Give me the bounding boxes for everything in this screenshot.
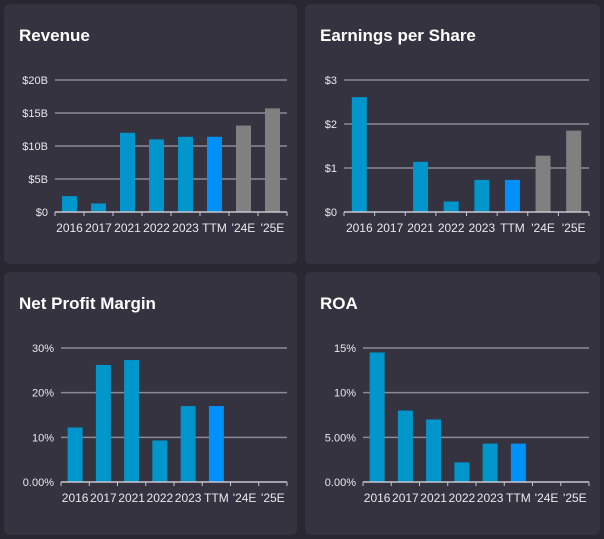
y-tick-label: 20% — [32, 388, 54, 400]
revenue-chart: $0 $5B $10B $15B $20B 2016 2017 2021 2022 2023 TTM… — [22, 75, 288, 235]
bar-2021 — [413, 161, 429, 212]
x-tick-label: 2023 — [468, 221, 495, 235]
x-tick-label: TTM — [500, 221, 525, 235]
x-tick-label: '25E — [562, 221, 586, 235]
x-tick-label: 2022 — [143, 221, 170, 235]
y-tick-label: $10B — [22, 141, 48, 153]
y-tick-label: 10% — [32, 432, 54, 444]
bar-TTM — [208, 406, 224, 482]
x-tick-label: 2016 — [346, 221, 373, 235]
bar-2016 — [62, 196, 77, 212]
bar-24E — [535, 155, 551, 212]
y-tick-label: 0.00% — [23, 477, 54, 489]
x-tick-label: 2023 — [477, 491, 504, 505]
chart-title: Net Profit Margin — [19, 294, 156, 313]
bar-2021 — [120, 132, 135, 212]
bar-2016 — [351, 97, 367, 212]
y-tick-label: $0 — [325, 207, 337, 219]
bar-2017 — [91, 203, 106, 212]
bar-2016 — [369, 352, 385, 482]
eps-card: Earnings per Share $0 $1 $2 $3 2016 2017 2021 2… — [305, 4, 600, 264]
y-tick-label: 10% — [334, 388, 356, 400]
chart-title: ROA — [320, 294, 358, 313]
y-tick-label: $15B — [22, 108, 48, 120]
y-tick-label: 30% — [32, 343, 54, 355]
bar-2016 — [67, 427, 83, 482]
bar-2017 — [397, 410, 413, 482]
revenue-card: Revenue $0 $5B $10B $15B $20B 2016 2017 2021 202… — [4, 4, 297, 264]
x-tick-label: 2021 — [114, 221, 141, 235]
x-tick-label: '25E — [563, 491, 587, 505]
bar-2022 — [443, 201, 459, 212]
bar-2022 — [454, 462, 470, 482]
bar-24E — [236, 125, 251, 212]
x-tick-label: TTM — [202, 221, 227, 235]
bar-25E — [265, 108, 280, 212]
x-tick-label: '25E — [261, 221, 285, 235]
bar-2023 — [180, 406, 196, 482]
x-tick-label: TTM — [506, 491, 531, 505]
x-tick-label: 2016 — [364, 491, 391, 505]
eps-chart: $0 $1 $2 $3 2016 2017 2021 2022 2023 TTM '24E '25E — [325, 75, 590, 235]
x-tick-label: TTM — [204, 491, 229, 505]
x-tick-label: 2021 — [407, 221, 434, 235]
bar-2017 — [95, 364, 111, 482]
bar-2023 — [178, 136, 193, 212]
y-tick-label: $5B — [28, 174, 48, 186]
bar-2021 — [124, 360, 140, 482]
bar-2022 — [149, 139, 164, 212]
x-tick-label: '24E — [233, 491, 257, 505]
x-tick-label: 2017 — [85, 221, 112, 235]
y-tick-label: $2 — [325, 119, 337, 131]
x-tick-label: 2021 — [420, 491, 447, 505]
bar-25E — [566, 130, 582, 212]
roa-chart: 0.00% 5.00% 10% 15% 2016 2017 2021 2022 2023 TTM '… — [325, 343, 590, 505]
x-tick-label: 2022 — [449, 491, 476, 505]
x-tick-label: 2023 — [175, 491, 202, 505]
y-tick-label: $1 — [325, 163, 337, 175]
bar-TTM — [504, 179, 520, 212]
y-tick-label: 5.00% — [325, 432, 356, 444]
bar-TTM — [207, 136, 222, 212]
x-tick-label: 2017 — [90, 491, 117, 505]
x-tick-label: 2016 — [56, 221, 83, 235]
bar-2023 — [474, 179, 490, 212]
bar-2023 — [482, 443, 498, 482]
y-tick-label: 15% — [334, 343, 356, 355]
x-tick-label: 2017 — [392, 491, 419, 505]
bar-TTM — [510, 443, 526, 482]
x-tick-label: 2017 — [377, 221, 404, 235]
x-tick-label: 2022 — [438, 221, 465, 235]
chart-title: Revenue — [19, 26, 90, 45]
x-tick-label: '24E — [232, 221, 256, 235]
x-tick-label: '25E — [261, 491, 285, 505]
y-tick-label: $0 — [36, 207, 48, 219]
x-tick-label: 2021 — [118, 491, 145, 505]
y-tick-label: $3 — [325, 75, 337, 87]
net-profit-margin-card: Net Profit Margin 0.00% 10% 20% 30% 2016 2017… — [4, 272, 297, 535]
chart-title: Earnings per Share — [320, 26, 476, 45]
x-tick-label: 2016 — [62, 491, 89, 505]
net-profit-margin-chart: 0.00% 10% 20% 30% 2016 2017 2021 2022 2023 TTM '24… — [23, 343, 288, 505]
bar-2022 — [152, 440, 168, 482]
y-tick-label: $20B — [22, 75, 48, 87]
x-tick-label: 2022 — [147, 491, 174, 505]
y-tick-label: 0.00% — [325, 477, 356, 489]
x-tick-label: '24E — [535, 491, 559, 505]
x-tick-label: '24E — [531, 221, 555, 235]
roa-card: ROA 0.00% 5.00% 10% 15% 2016 2017 2021 2022 2023… — [305, 272, 600, 535]
x-tick-label: 2023 — [172, 221, 199, 235]
bar-2021 — [426, 419, 442, 482]
